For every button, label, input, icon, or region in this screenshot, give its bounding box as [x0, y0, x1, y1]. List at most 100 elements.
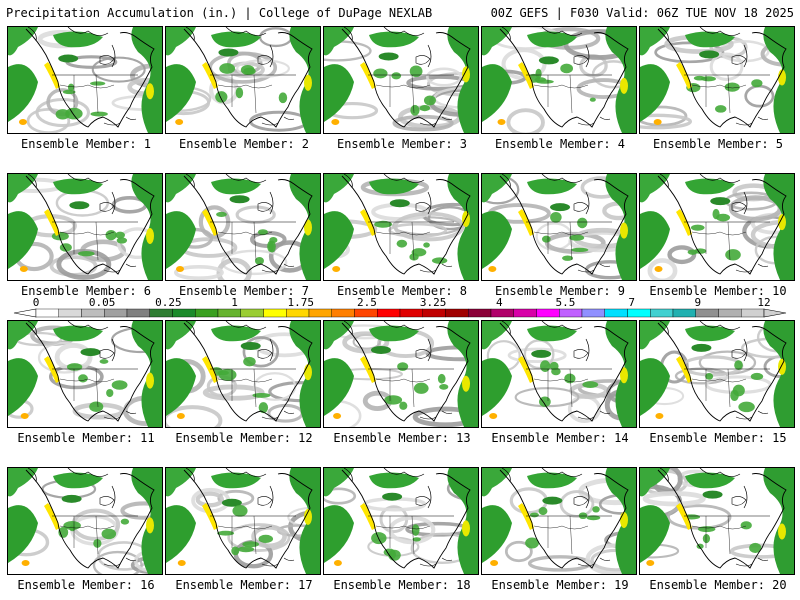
precip-map-icon [8, 27, 162, 133]
scale-tick-label: 0 [33, 296, 40, 309]
scale-tick-label: 1 [231, 296, 238, 309]
scale-swatch [377, 308, 401, 318]
member-label: Ensemble Member: 7 [178, 284, 310, 298]
scale-min-arrow [13, 308, 37, 318]
scale-swatch [286, 308, 310, 318]
member-map-15 [639, 320, 795, 428]
scale-tick-label: 4 [496, 296, 503, 309]
scale-swatch [81, 308, 105, 318]
scale-swatch [126, 308, 150, 318]
member-label: Ensemble Member: 4 [494, 137, 626, 151]
scale-swatch [35, 308, 59, 318]
scale-swatch [559, 308, 583, 318]
member-label: Ensemble Member: 12 [175, 431, 313, 445]
member-map-5 [639, 26, 795, 134]
precip-map-icon [482, 468, 636, 574]
member-label: Ensemble Member: 6 [20, 284, 152, 298]
member-map-11 [7, 320, 163, 428]
scale-swatch [468, 308, 492, 318]
scale-swatch [104, 308, 128, 318]
precip-map-icon [482, 27, 636, 133]
member-label: Ensemble Member: 18 [333, 578, 471, 592]
scale-tick-label: 0.25 [155, 296, 182, 309]
precip-map-icon [640, 27, 794, 133]
scale-swatch [718, 308, 742, 318]
scale-tick-label: 0.05 [89, 296, 116, 309]
member-map-17 [165, 467, 321, 575]
precip-color-scale: 0 0.05 0.25 1 1.75 2.5 3.25 4 5.5 7 9 12 [13, 296, 787, 318]
scale-swatch [581, 308, 605, 318]
member-label: Ensemble Member: 10 [649, 284, 787, 298]
member-map-7 [165, 173, 321, 281]
scale-swatch [536, 308, 560, 318]
member-label: Ensemble Member: 8 [336, 284, 468, 298]
precip-map-icon [640, 174, 794, 280]
member-map-1 [7, 26, 163, 134]
member-map-8 [323, 173, 479, 281]
member-label: Ensemble Member: 17 [175, 578, 313, 592]
scale-swatch [627, 308, 651, 318]
scale-swatch [263, 308, 287, 318]
member-map-18 [323, 467, 479, 575]
scale-swatch [331, 308, 355, 318]
member-label: Ensemble Member: 11 [17, 431, 155, 445]
member-label: Ensemble Member: 15 [649, 431, 787, 445]
scale-swatch [195, 308, 219, 318]
scale-tick-label: 3.25 [420, 296, 447, 309]
scale-swatch [149, 308, 173, 318]
scale-swatch [422, 308, 446, 318]
scale-swatch [695, 308, 719, 318]
precip-map-icon [324, 27, 478, 133]
scale-tick-label: 9 [695, 296, 702, 309]
member-label: Ensemble Member: 1 [20, 137, 152, 151]
precip-map-icon [166, 468, 320, 574]
scale-swatch [513, 308, 537, 318]
precip-map-icon [324, 321, 478, 427]
scale-swatch [672, 308, 696, 318]
run-valid-time: 00Z GEFS | F030 Valid: 06Z TUE NOV 18 20… [490, 6, 794, 20]
scale-tick-label: 7 [628, 296, 635, 309]
scale-swatch [172, 308, 196, 318]
precip-map-icon [482, 321, 636, 427]
scale-swatch [490, 308, 514, 318]
member-map-16 [7, 467, 163, 575]
scale-swatch [308, 308, 332, 318]
member-label: Ensemble Member: 19 [491, 578, 629, 592]
member-label: Ensemble Member: 16 [17, 578, 155, 592]
precip-map-icon [8, 321, 162, 427]
scale-tick-label: 5.5 [556, 296, 576, 309]
member-map-9 [481, 173, 637, 281]
scale-tick-label: 2.5 [357, 296, 377, 309]
precip-map-icon [640, 468, 794, 574]
precip-map-icon [482, 174, 636, 280]
precip-map-icon [8, 174, 162, 280]
scale-max-arrow [763, 308, 787, 318]
member-map-13 [323, 320, 479, 428]
precip-map-icon [8, 468, 162, 574]
scale-swatch [217, 308, 241, 318]
member-map-10 [639, 173, 795, 281]
member-label: Ensemble Member: 2 [178, 137, 310, 151]
scale-swatch [240, 308, 264, 318]
member-label: Ensemble Member: 9 [494, 284, 626, 298]
scale-swatch [354, 308, 378, 318]
precip-map-icon [324, 468, 478, 574]
precip-map-icon [166, 174, 320, 280]
precip-map-icon [166, 27, 320, 133]
member-label: Ensemble Member: 5 [652, 137, 784, 151]
scale-swatch [399, 308, 423, 318]
precip-map-icon [166, 321, 320, 427]
member-map-14 [481, 320, 637, 428]
scale-swatch [650, 308, 674, 318]
member-label: Ensemble Member: 13 [333, 431, 471, 445]
member-map-19 [481, 467, 637, 575]
scale-swatch [741, 308, 765, 318]
scale-swatch [604, 308, 628, 318]
member-map-6 [7, 173, 163, 281]
scale-swatch [58, 308, 82, 318]
member-label: Ensemble Member: 14 [491, 431, 629, 445]
scale-tick-label: 12 [757, 296, 770, 309]
precip-map-icon [640, 321, 794, 427]
member-map-3 [323, 26, 479, 134]
member-map-20 [639, 467, 795, 575]
